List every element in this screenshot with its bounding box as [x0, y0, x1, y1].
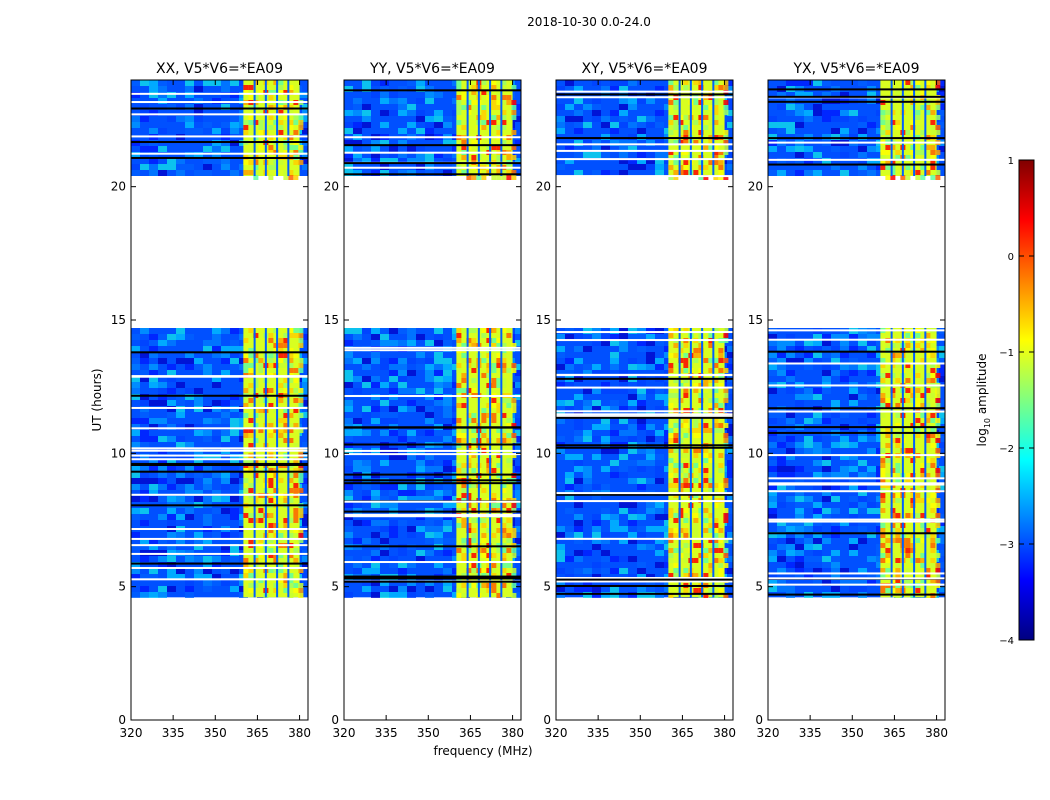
- y-tick-label: 15: [536, 313, 551, 327]
- y-tick-label: 20: [111, 180, 126, 194]
- x-tick-label: 335: [799, 726, 822, 740]
- y-tick-label: 0: [755, 713, 763, 727]
- x-tick-label: 335: [162, 726, 185, 740]
- x-tick-label: 350: [417, 726, 440, 740]
- x-tick-label: 365: [671, 726, 694, 740]
- x-tick-label: 320: [333, 726, 356, 740]
- y-tick-label: 10: [324, 446, 339, 460]
- panel-title: YX, V5*V6=*EA09: [793, 61, 920, 77]
- colorbar-tick-label: −4: [999, 636, 1014, 647]
- colorbar-tick-label: 0: [1008, 252, 1014, 263]
- y-tick-label: 15: [324, 313, 339, 327]
- panel-2: YY, V5*V6=*EA09 320 335 350 365 380 0 5 10 15 20: [324, 61, 524, 740]
- panel-title: YY, V5*V6=*EA09: [369, 61, 495, 77]
- x-tick-label: 350: [629, 726, 652, 740]
- x-tick-label: 320: [120, 726, 143, 740]
- x-tick-label: 350: [204, 726, 227, 740]
- y-tick-label: 5: [755, 580, 763, 594]
- colorbar-label: log10 amplitude: [975, 354, 992, 447]
- y-tick-label: 0: [331, 713, 339, 727]
- panel-3: XY, V5*V6=*EA09 320 335 350 365 380 0 5 10 15 20: [536, 61, 736, 740]
- panel-title: XY, V5*V6=*EA09: [582, 61, 708, 77]
- x-tick-label: 380: [501, 726, 524, 740]
- suptitle: 2018-10-30 0.0-24.0: [527, 15, 651, 29]
- x-tick-label: 380: [288, 726, 311, 740]
- colorbar-tick-label: −2: [999, 444, 1014, 455]
- y-tick-label: 10: [748, 446, 763, 460]
- colorbar-tick-label: 1: [1008, 156, 1014, 167]
- y-axis-label: UT (hours): [90, 368, 104, 431]
- y-tick-label: 0: [543, 713, 551, 727]
- y-tick-label: 10: [111, 446, 126, 460]
- axes-frame: [130, 79, 309, 721]
- x-axis-label: frequency (MHz): [433, 744, 532, 758]
- y-tick-label: 0: [118, 713, 126, 727]
- panel-4: YX, V5*V6=*EA09 320 335 350 365 380 0 5 10 15 20: [748, 61, 948, 740]
- colorbar: 1 0 −1 −2 −3 −4 log10 amplitude: [975, 156, 1035, 647]
- x-tick-label: 365: [459, 726, 482, 740]
- colorbar-tick-label: −1: [999, 348, 1014, 359]
- y-tick-label: 15: [111, 313, 126, 327]
- y-tick-label: 5: [543, 580, 551, 594]
- panel-1: XX, V5*V6=*EA09 320 335 350 365 380 0 5 10 15 20: [111, 61, 311, 740]
- colorbar-gradient: [1018, 159, 1035, 641]
- x-tick-label: 350: [841, 726, 864, 740]
- panel-title: XX, V5*V6=*EA09: [156, 61, 283, 77]
- y-tick-label: 10: [536, 446, 551, 460]
- x-tick-label: 335: [587, 726, 610, 740]
- axes-frame: [555, 79, 734, 721]
- x-tick-label: 380: [713, 726, 736, 740]
- x-tick-label: 365: [883, 726, 906, 740]
- y-tick-label: 15: [748, 313, 763, 327]
- y-tick-label: 20: [324, 180, 339, 194]
- colorbar-tick-label: −3: [999, 540, 1014, 551]
- axes-frame: [343, 79, 522, 721]
- x-tick-label: 335: [375, 726, 398, 740]
- x-tick-label: 365: [246, 726, 269, 740]
- axes-frame: [767, 79, 946, 721]
- y-tick-label: 5: [331, 580, 339, 594]
- x-tick-label: 320: [757, 726, 780, 740]
- y-tick-label: 5: [118, 580, 126, 594]
- y-tick-label: 20: [536, 180, 551, 194]
- x-tick-label: 320: [545, 726, 568, 740]
- y-tick-label: 20: [748, 180, 763, 194]
- x-tick-label: 380: [925, 726, 948, 740]
